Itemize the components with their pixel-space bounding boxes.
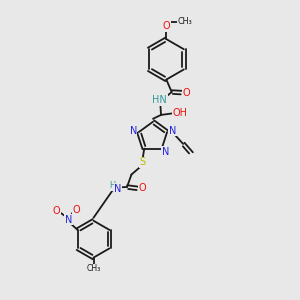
Text: S: S xyxy=(140,157,146,167)
Text: N: N xyxy=(162,147,169,157)
Text: CH₃: CH₃ xyxy=(177,17,192,26)
Text: O: O xyxy=(183,88,190,98)
Text: O: O xyxy=(73,205,80,215)
Text: N: N xyxy=(169,125,176,136)
Text: O: O xyxy=(163,21,170,31)
Text: H: H xyxy=(109,181,115,190)
Text: N: N xyxy=(130,125,137,136)
Text: N: N xyxy=(114,184,122,194)
Text: N: N xyxy=(65,214,72,224)
Text: O: O xyxy=(53,206,61,216)
Text: O: O xyxy=(139,184,147,194)
Text: HN: HN xyxy=(152,95,167,105)
Text: CH₃: CH₃ xyxy=(86,264,101,273)
Text: OH: OH xyxy=(173,108,188,118)
